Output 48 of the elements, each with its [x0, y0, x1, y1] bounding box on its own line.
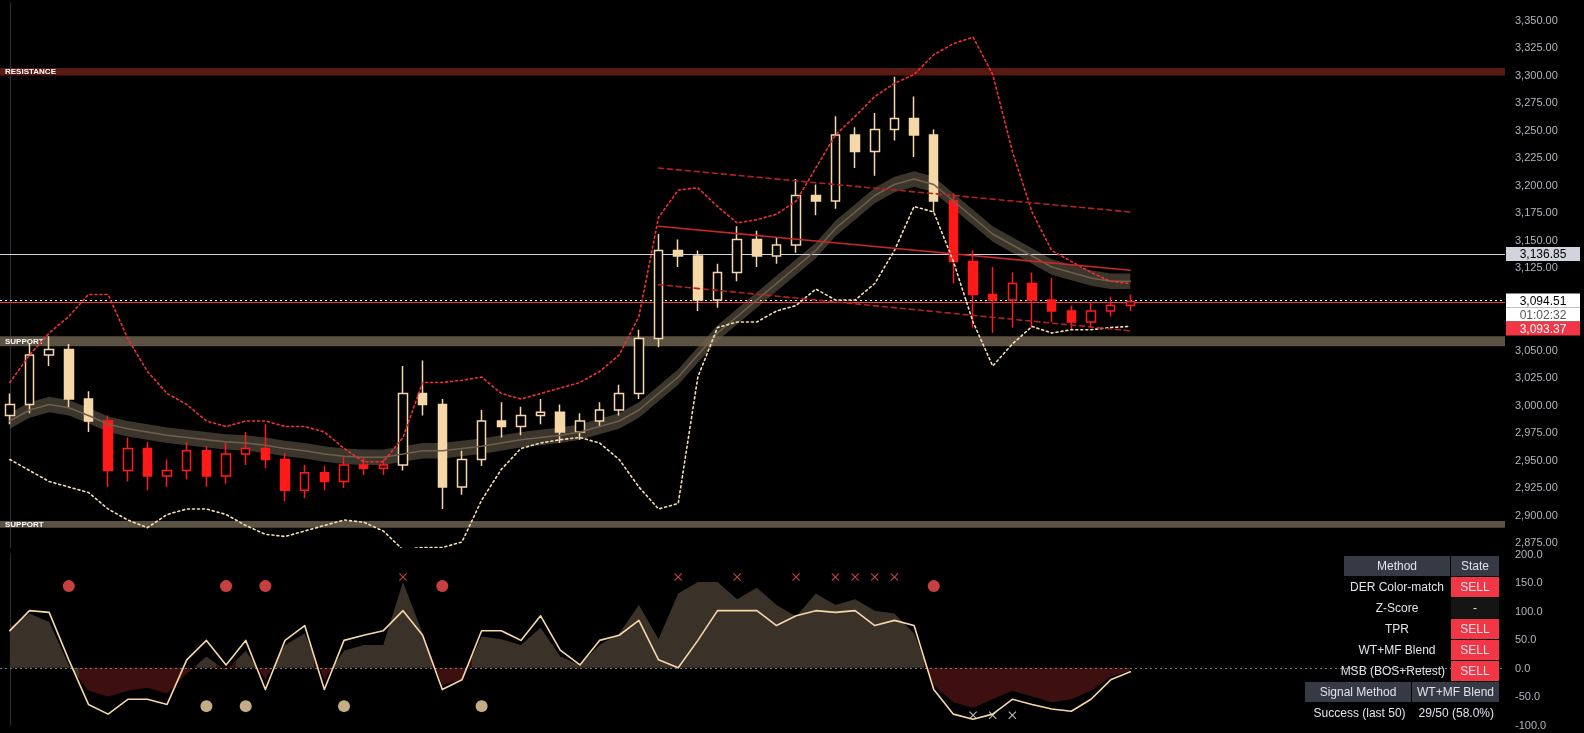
y-tick-label: 2,900.00: [1515, 508, 1558, 521]
text: Signal Method: [1304, 682, 1411, 702]
y-tick-label: 2,950.00: [1515, 453, 1558, 466]
text: SELL: [1451, 661, 1499, 681]
y-tick-label: 3,275.00: [1515, 96, 1558, 108]
y-tick-label: 2,975.00: [1515, 426, 1558, 438]
y-tick-label: 100.0: [1515, 604, 1543, 617]
y-tick-label: 3,025.00: [1515, 371, 1558, 383]
y-tick-label: 3,200.00: [1515, 178, 1558, 191]
y-tick-label: 3,175.00: [1515, 206, 1558, 218]
y-tick-label: 3,150.00: [1515, 233, 1558, 246]
text: WT+MF Blend: [1411, 682, 1499, 702]
y-tick-label: 150.0: [1515, 576, 1543, 589]
y-tick-label: 3,225.00: [1515, 151, 1558, 163]
text: SELL: [1451, 640, 1499, 660]
text: Method: [1344, 556, 1450, 576]
ref-line-label: 3,093.37: [1519, 321, 1567, 336]
band-label: SUPPORT: [5, 519, 44, 529]
text: TPR: [1384, 621, 1410, 638]
y-tick-label: 3,300.00: [1515, 68, 1558, 81]
text: State: [1451, 556, 1499, 576]
text: SELL: [1451, 577, 1499, 597]
y-tick-label: -100.0: [1515, 719, 1547, 731]
y-tick-label: 200.0: [1515, 547, 1543, 560]
text: WT+MF Blend: [1357, 642, 1437, 659]
text: DER Color-match: [1349, 579, 1445, 596]
text: -: [1451, 598, 1499, 618]
y-tick-label: 50.0: [1515, 633, 1537, 646]
y-tick-label: 3,350.00: [1515, 13, 1558, 26]
band-label: RESISTANCE: [5, 67, 57, 77]
text: SELL: [1451, 619, 1499, 639]
y-tick-label: -50.0: [1515, 690, 1541, 703]
ref-line-label: 3,136.85: [1519, 246, 1567, 261]
y-tick-label: 3,250.00: [1515, 123, 1558, 136]
y-tick-label: 2,925.00: [1515, 481, 1558, 493]
text: Z-Score: [1374, 600, 1420, 617]
y-tick-label: 3,050.00: [1515, 343, 1558, 356]
text: Success (last 50): [1312, 705, 1407, 722]
y-tick-label: 3,325.00: [1515, 41, 1558, 53]
band-label: SUPPORT: [5, 336, 44, 346]
text: 29/50 (58.0%): [1417, 705, 1495, 722]
text: MSB (BOS+Retest): [1339, 663, 1446, 680]
y-tick-label: 2,875.00: [1515, 536, 1558, 548]
ref-line-label: 3,094.51: [1519, 293, 1567, 308]
y-tick-label: 0.0: [1515, 661, 1531, 674]
y-tick-label: 3,125.00: [1515, 261, 1558, 273]
y-tick-label: 3,000.00: [1515, 398, 1558, 411]
text: 01:02:32: [1519, 307, 1567, 322]
